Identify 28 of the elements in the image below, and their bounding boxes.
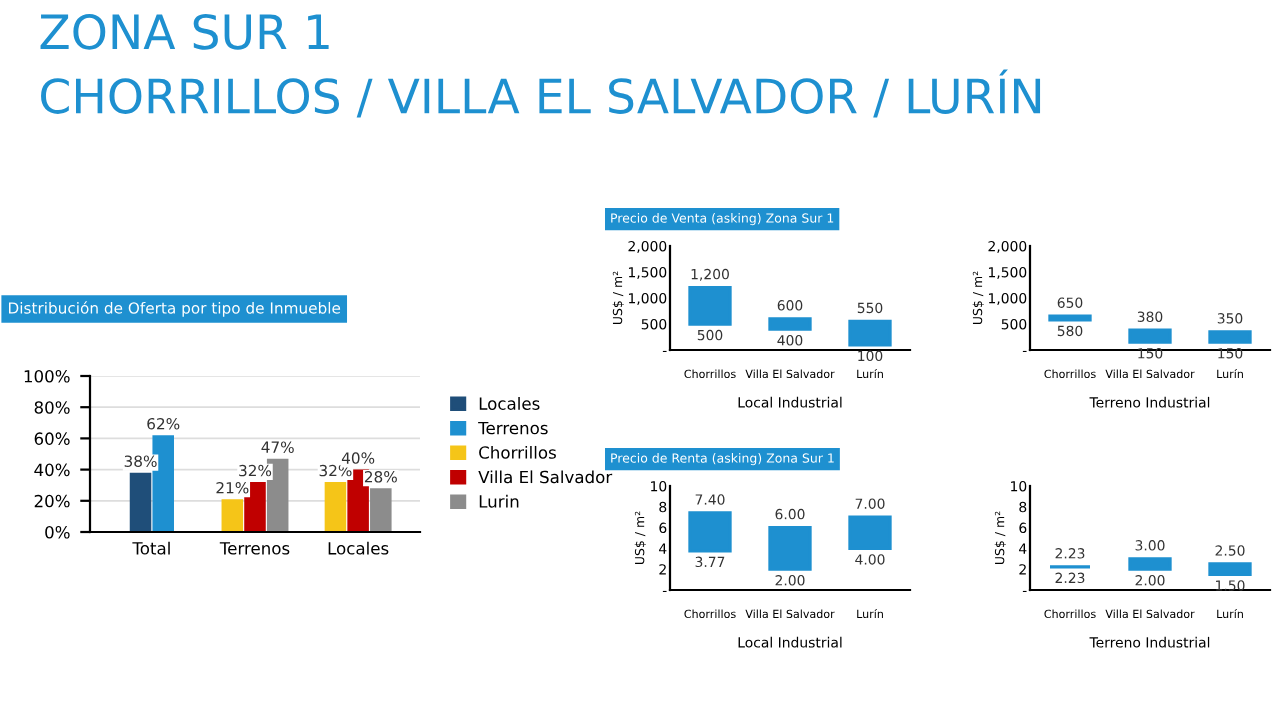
y-tick-label: 100% bbox=[24, 369, 70, 383]
bar bbox=[221, 499, 244, 532]
bar bbox=[768, 317, 812, 331]
y-tick-label: 60% bbox=[34, 432, 70, 445]
legend-label: Terrenos bbox=[478, 421, 548, 435]
bar bbox=[688, 285, 732, 326]
bar bbox=[848, 515, 892, 551]
legend-label: Villa El Salvador bbox=[478, 470, 613, 484]
bar bbox=[324, 482, 347, 532]
bar bbox=[1208, 330, 1252, 344]
bar bbox=[688, 511, 732, 553]
y-tick-label: 80% bbox=[34, 401, 70, 414]
legend-label: Chorrillos bbox=[479, 445, 556, 459]
bar bbox=[129, 472, 152, 532]
legend-label: Lurin bbox=[479, 494, 519, 508]
y-tick-label: 40% bbox=[34, 463, 70, 477]
text: ZONA SUR 1 bbox=[40, 13, 329, 50]
legend-label: Locales bbox=[479, 397, 540, 410]
x-tick-label: Locales bbox=[328, 541, 389, 555]
bar bbox=[848, 319, 892, 347]
y-tick-label: 20% bbox=[34, 494, 70, 508]
bar bbox=[370, 488, 392, 532]
y-tick-label: 0% bbox=[45, 525, 70, 539]
x-tick-label: Total bbox=[132, 541, 170, 555]
x-tick-label: Terrenos bbox=[219, 542, 290, 555]
text: CHORRILLOS / VILLA EL SALVADOR / LURÍN bbox=[41, 69, 1041, 118]
bar bbox=[1128, 328, 1172, 344]
bar bbox=[768, 525, 812, 571]
